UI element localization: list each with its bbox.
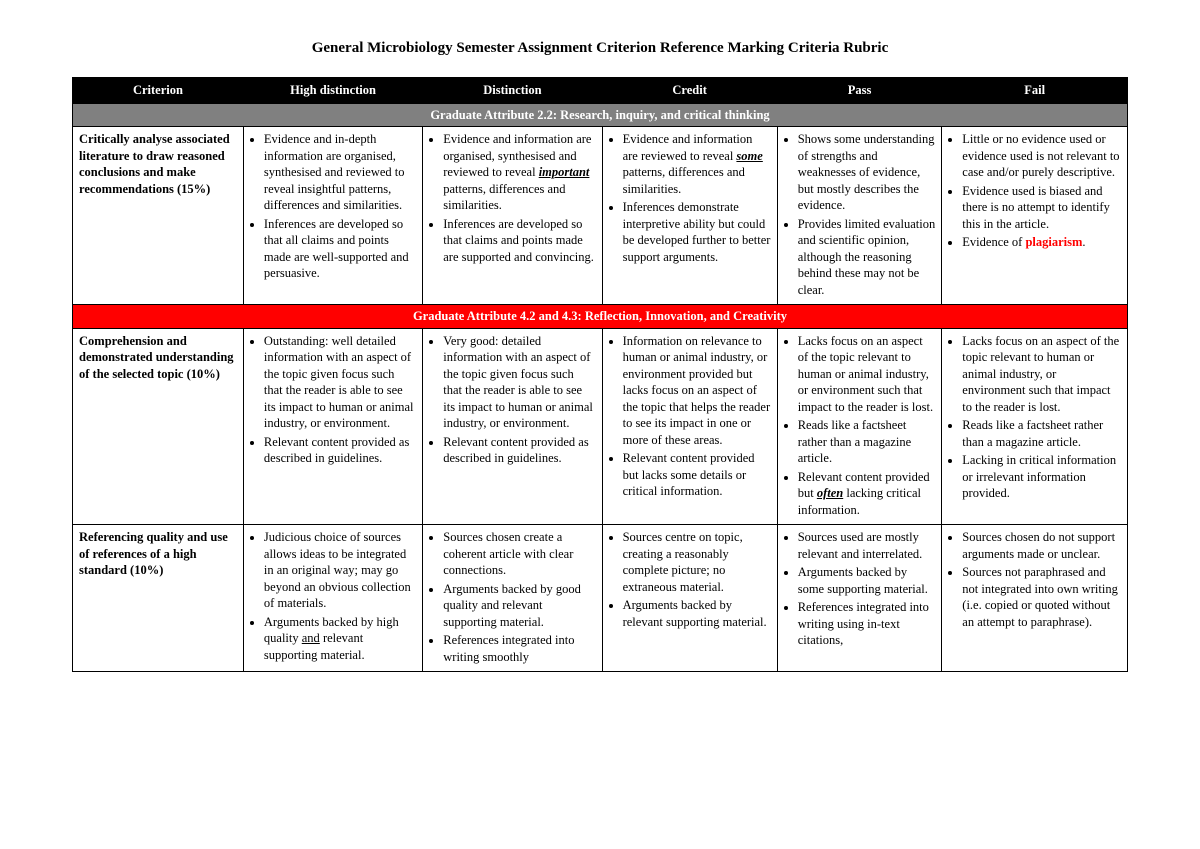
d-cell: Very good: detailed information with an … <box>423 328 602 525</box>
rubric-table: Criterion High distinction Distinction C… <box>72 77 1128 672</box>
p-cell: Shows some understanding of strengths an… <box>777 127 942 305</box>
c-cell: Sources centre on topic, creating a reas… <box>602 525 777 672</box>
list-item: Information on relevance to human or ani… <box>623 333 771 449</box>
hd-cell: Evidence and in-depth information are or… <box>243 127 422 305</box>
col-distinction: Distinction <box>423 78 602 104</box>
table-row: Critically analyse associated literature… <box>73 127 1128 305</box>
list-item: Lacks focus on an aspect of the topic re… <box>962 333 1121 416</box>
list-item: References integrated into writing using… <box>798 599 936 649</box>
hd-cell: Judicious choice of sources allows ideas… <box>243 525 422 672</box>
list-item: Judicious choice of sources allows ideas… <box>264 529 416 612</box>
text: Evidence of <box>962 235 1025 249</box>
list-item: Relevant content provided but often lack… <box>798 469 936 519</box>
list-item: Very good: detailed information with an … <box>443 333 595 432</box>
document-page: { "title": "General Microbiology Semeste… <box>0 0 1200 849</box>
col-criterion: Criterion <box>73 78 244 104</box>
col-high-distinction: High distinction <box>243 78 422 104</box>
text: patterns, differences and similarities. <box>623 165 745 196</box>
p-cell: Sources used are mostly relevant and int… <box>777 525 942 672</box>
list-item: Provides limited evaluation and scientif… <box>798 216 936 299</box>
section-label: Graduate Attribute 4.2 and 4.3: Reflecti… <box>73 305 1128 329</box>
list-item: Evidence and information are organised, … <box>443 131 595 214</box>
list-item: Arguments backed by some supporting mate… <box>798 564 936 597</box>
f-cell: Sources chosen do not support arguments … <box>942 525 1128 672</box>
criterion-cell: Critically analyse associated literature… <box>73 127 244 305</box>
emphasis-text: some <box>736 149 762 163</box>
list-item: Evidence and information are reviewed to… <box>623 131 771 197</box>
criterion-cell: Comprehension and demonstrated understan… <box>73 328 244 525</box>
d-cell: Evidence and information are organised, … <box>423 127 602 305</box>
list-item: Reads like a factsheet rather than a mag… <box>962 417 1121 450</box>
plagiarism-text: plagiarism <box>1025 235 1082 249</box>
list-item: Evidence of plagiarism. <box>962 234 1121 251</box>
list-item: Sources chosen do not support arguments … <box>962 529 1121 562</box>
list-item: Sources used are mostly relevant and int… <box>798 529 936 562</box>
c-cell: Evidence and information are reviewed to… <box>602 127 777 305</box>
list-item: Reads like a factsheet rather than a mag… <box>798 417 936 467</box>
list-item: Relevant content provided but lacks some… <box>623 450 771 500</box>
emphasis-text: important <box>539 165 590 179</box>
d-cell: Sources chosen create a coherent article… <box>423 525 602 672</box>
c-cell: Information on relevance to human or ani… <box>602 328 777 525</box>
list-item: Inferences demonstrate interpretive abil… <box>623 199 771 265</box>
page-title: General Microbiology Semester Assignment… <box>72 40 1128 57</box>
f-cell: Little or no evidence used or evidence u… <box>942 127 1128 305</box>
text: patterns, differences and similarities. <box>443 182 565 213</box>
section-attribute-2-2: Graduate Attribute 2.2: Research, inquir… <box>73 103 1128 127</box>
list-item: Relevant content provided as described i… <box>443 434 595 467</box>
table-header-row: Criterion High distinction Distinction C… <box>73 78 1128 104</box>
list-item: Outstanding: well detailed information w… <box>264 333 416 432</box>
emphasis-text: often <box>817 486 843 500</box>
text: . <box>1082 235 1085 249</box>
section-label: Graduate Attribute 2.2: Research, inquir… <box>73 103 1128 127</box>
list-item: Little or no evidence used or evidence u… <box>962 131 1121 181</box>
text: Evidence and information are reviewed to… <box>623 132 753 163</box>
list-item: Lacking in critical information or irrel… <box>962 452 1121 502</box>
list-item: Sources centre on topic, creating a reas… <box>623 529 771 595</box>
list-item: Arguments backed by good quality and rel… <box>443 581 595 631</box>
list-item: Sources not paraphrased and not integrat… <box>962 564 1121 630</box>
list-item: Sources chosen create a coherent article… <box>443 529 595 579</box>
list-item: Arguments backed by relevant supporting … <box>623 597 771 630</box>
col-pass: Pass <box>777 78 942 104</box>
f-cell: Lacks focus on an aspect of the topic re… <box>942 328 1128 525</box>
list-item: Lacks focus on an aspect of the topic re… <box>798 333 936 416</box>
table-row: Comprehension and demonstrated understan… <box>73 328 1128 525</box>
list-item: Inferences are developed so that all cla… <box>264 216 416 282</box>
col-fail: Fail <box>942 78 1128 104</box>
underline-text: and <box>302 631 320 645</box>
list-item: References integrated into writing smoot… <box>443 632 595 665</box>
list-item: Evidence and in-depth information are or… <box>264 131 416 214</box>
col-credit: Credit <box>602 78 777 104</box>
list-item: Evidence used is biased and there is no … <box>962 183 1121 233</box>
table-row: Referencing quality and use of reference… <box>73 525 1128 672</box>
list-item: Arguments backed by high quality and rel… <box>264 614 416 664</box>
hd-cell: Outstanding: well detailed information w… <box>243 328 422 525</box>
list-item: Relevant content provided as described i… <box>264 434 416 467</box>
p-cell: Lacks focus on an aspect of the topic re… <box>777 328 942 525</box>
list-item: Inferences are developed so that claims … <box>443 216 595 266</box>
section-attribute-4-2-4-3: Graduate Attribute 4.2 and 4.3: Reflecti… <box>73 305 1128 329</box>
list-item: Shows some understanding of strengths an… <box>798 131 936 214</box>
criterion-cell: Referencing quality and use of reference… <box>73 525 244 672</box>
